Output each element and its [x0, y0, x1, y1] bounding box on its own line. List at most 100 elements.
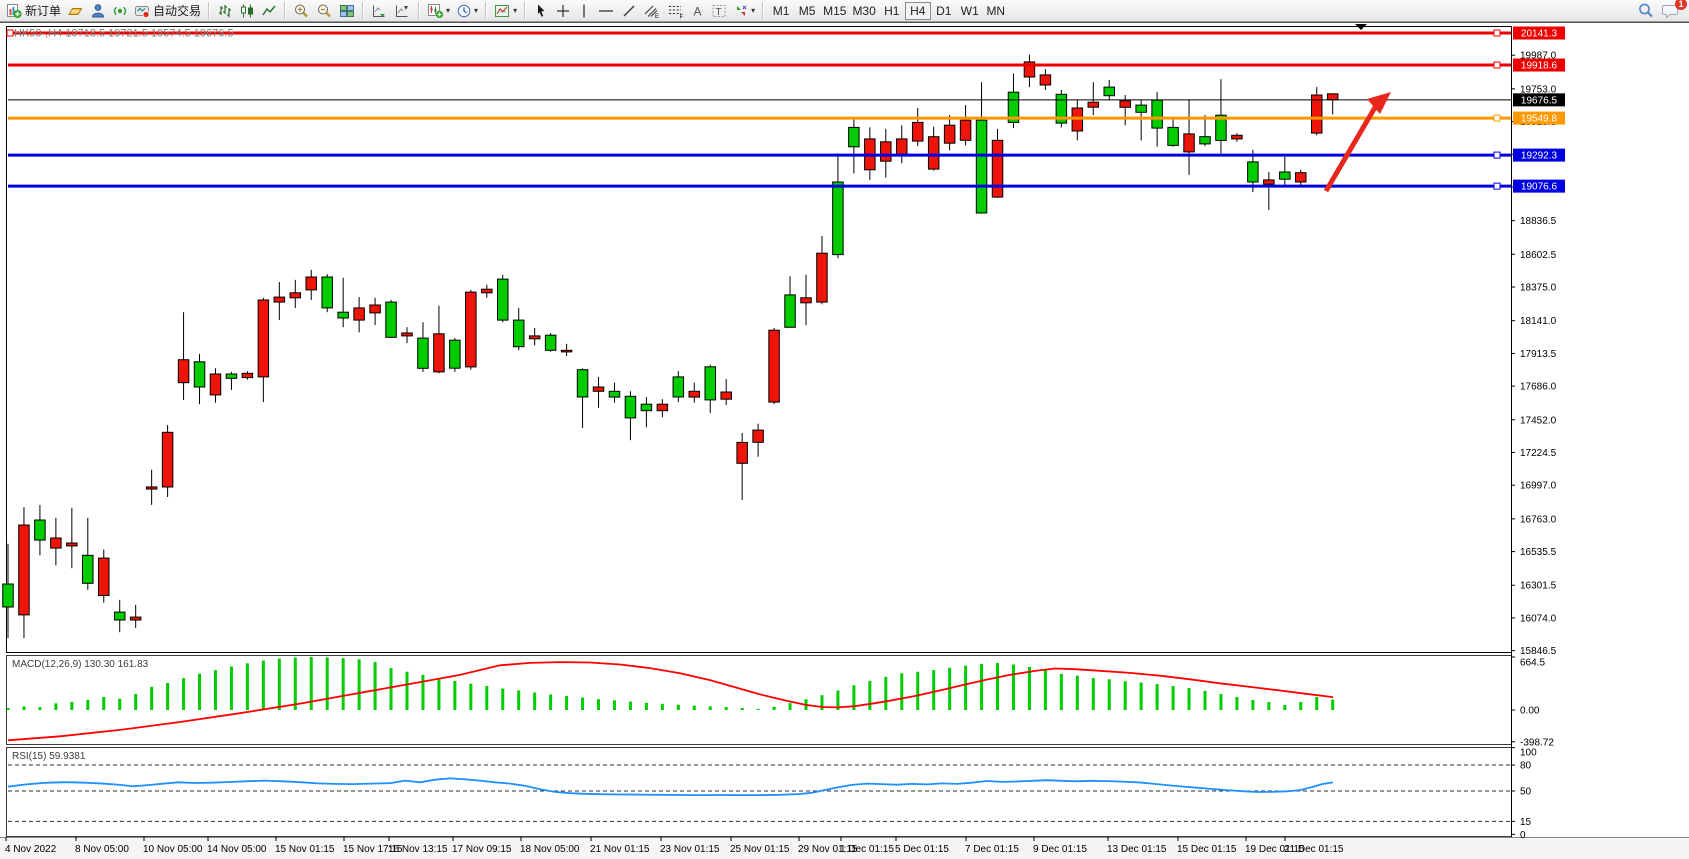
- timeframe-m5[interactable]: M5: [794, 1, 820, 21]
- search-button[interactable]: [1634, 1, 1658, 21]
- svg-text:16763.0: 16763.0: [1520, 514, 1557, 525]
- svg-text:80: 80: [1520, 760, 1532, 771]
- svg-text:100: 100: [1520, 748, 1537, 759]
- zoom-in-button[interactable]: [290, 1, 313, 21]
- dropdown-caret: ▾: [513, 6, 518, 15]
- toolbar-right: 1: [1634, 0, 1687, 21]
- text-label-icon: T: [711, 3, 727, 19]
- template-icon: [494, 3, 511, 19]
- timeframe-mn[interactable]: MN: [983, 1, 1009, 21]
- svg-text:17686.0: 17686.0: [1520, 382, 1557, 393]
- profile-button[interactable]: [87, 1, 109, 21]
- market-watch-button[interactable]: [64, 1, 87, 21]
- person-icon: [90, 3, 106, 19]
- vertical-line-button[interactable]: [574, 1, 594, 21]
- svg-text:7 Dec 01:15: 7 Dec 01:15: [965, 844, 1019, 855]
- arrows-button[interactable]: ▾: [730, 1, 758, 21]
- svg-text:-398.72: -398.72: [1520, 737, 1554, 748]
- templates-button[interactable]: ▾: [491, 1, 520, 21]
- svg-text:18 Nov 05:00: 18 Nov 05:00: [520, 844, 580, 855]
- toolbar-separator: [418, 2, 421, 19]
- svg-text:15846.5: 15846.5: [1520, 646, 1557, 657]
- svg-text:18602.5: 18602.5: [1520, 250, 1557, 261]
- auto-scroll-button[interactable]: [368, 1, 391, 21]
- svg-text:8 Nov 05:00: 8 Nov 05:00: [75, 844, 129, 855]
- svg-text:664.5: 664.5: [1520, 658, 1545, 669]
- svg-text:5 Dec 01:15: 5 Dec 01:15: [895, 844, 949, 855]
- svg-text:15 Nov 01:15: 15 Nov 01:15: [275, 844, 335, 855]
- svg-text:17913.5: 17913.5: [1520, 349, 1557, 360]
- channel-button[interactable]: E: [640, 1, 664, 21]
- new-chart-button[interactable]: ▾: [424, 1, 453, 21]
- timeframe-h1[interactable]: H1: [879, 1, 905, 21]
- horizontal-line-icon: [597, 3, 615, 19]
- timeframe-m1[interactable]: M1: [768, 1, 794, 21]
- chart-bars-button[interactable]: [214, 1, 236, 21]
- cursor-icon: [533, 3, 549, 19]
- toolbar-separator: [208, 2, 211, 19]
- new-chart-icon: [427, 3, 444, 19]
- svg-text:19753.0: 19753.0: [1520, 84, 1557, 95]
- crosshair-button[interactable]: [552, 1, 574, 21]
- toolbar-separator: [762, 2, 765, 19]
- chart-shift-button[interactable]: [391, 1, 414, 21]
- svg-text:17452.0: 17452.0: [1520, 415, 1557, 426]
- toolbar-separator: [362, 2, 365, 19]
- text-icon: A: [691, 3, 705, 19]
- chart-candles-button[interactable]: [236, 1, 258, 21]
- rsi-line: [7, 777, 1334, 797]
- horizontal-level-lines[interactable]: [6, 29, 1511, 190]
- candlesticks: [2, 54, 1339, 638]
- autotrading-button[interactable]: 自动交易: [131, 1, 204, 21]
- chart-title: HK50-,H4 19718.5 19721.5 19574.5 19676.5: [14, 27, 234, 39]
- autotrading-label: 自动交易: [153, 4, 202, 18]
- svg-text:19987.0: 19987.0: [1520, 51, 1557, 62]
- notifications-button[interactable]: 1: [1658, 0, 1687, 21]
- arrow-symbols-icon: [733, 3, 749, 19]
- time-axis[interactable]: 4 Nov 2022 8 Nov 05:00 10 Nov 05:00 14 Nov …: [5, 837, 1344, 855]
- bar-chart-icon: [217, 3, 233, 19]
- timeframe-m15[interactable]: M15: [820, 1, 849, 21]
- chart-shift-icon: [394, 3, 411, 19]
- cursor-button[interactable]: [530, 1, 552, 21]
- text-label-button[interactable]: T: [708, 1, 730, 21]
- notification-badge: 1: [1675, 0, 1687, 10]
- chart-plot-area[interactable]: [0, 22, 1689, 859]
- svg-text:18836.5: 18836.5: [1520, 216, 1557, 227]
- svg-text:25 Nov 01:15: 25 Nov 01:15: [730, 844, 790, 855]
- text-button[interactable]: A: [688, 1, 708, 21]
- chart-svg: 19987.019753.019525.519298.019070.518836…: [0, 22, 1689, 859]
- dropdown-caret: ▾: [474, 6, 479, 15]
- horizontal-line-button[interactable]: [594, 1, 618, 21]
- toolbar: 新订单 自动交易: [0, 0, 1689, 22]
- signals-button[interactable]: [109, 1, 131, 21]
- zoom-out-button[interactable]: [313, 1, 336, 21]
- chart-line-button[interactable]: [258, 1, 280, 21]
- timeframe-h4[interactable]: H4: [904, 1, 931, 20]
- timeframe-d1[interactable]: D1: [931, 1, 957, 21]
- new-order-icon: [6, 3, 22, 19]
- svg-text:MACD(12,26,9) 130.30 161.83: MACD(12,26,9) 130.30 161.83: [12, 659, 149, 670]
- timeframe-m30[interactable]: M30: [849, 1, 878, 21]
- crosshair-icon: [555, 3, 571, 19]
- tile-windows-button[interactable]: [336, 1, 358, 21]
- rsi-label: RSI(15) 59.9381: [12, 751, 86, 762]
- top-triangle-marker: [1355, 24, 1367, 30]
- svg-text:15 Nov 17:15: 15 Nov 17:15: [343, 844, 403, 855]
- fibonacci-button[interactable]: F: [664, 1, 688, 21]
- new-order-button[interactable]: 新订单: [3, 1, 64, 21]
- trendline-button[interactable]: [618, 1, 640, 21]
- new-order-label: 新订单: [25, 4, 62, 18]
- gold-icon: [67, 3, 84, 19]
- line-chart-icon: [261, 3, 277, 19]
- trend-arrow[interactable]: [1323, 92, 1391, 193]
- timeframe-w1[interactable]: W1: [957, 1, 983, 21]
- svg-text:21 Nov 01:15: 21 Nov 01:15: [590, 844, 650, 855]
- timeframe-bar: M1 M5 M15 M30 H1 H4 D1 W1 MN: [768, 1, 1009, 21]
- zoom-out-icon: [316, 3, 333, 19]
- svg-text:18141.0: 18141.0: [1520, 316, 1557, 327]
- periods-button[interactable]: ▾: [453, 1, 481, 21]
- svg-text:50: 50: [1520, 787, 1532, 798]
- clock-icon: [456, 3, 472, 19]
